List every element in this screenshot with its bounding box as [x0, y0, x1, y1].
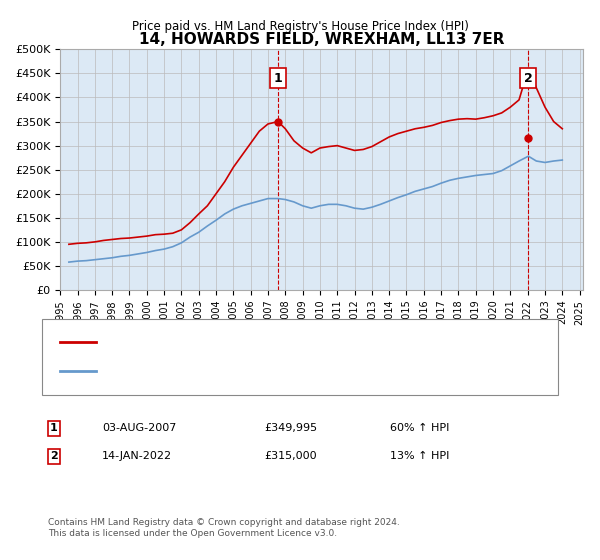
Text: £315,000: £315,000	[264, 451, 317, 461]
Text: 14-JAN-2022: 14-JAN-2022	[102, 451, 172, 461]
Text: Price paid vs. HM Land Registry's House Price Index (HPI): Price paid vs. HM Land Registry's House …	[131, 20, 469, 32]
Text: 1: 1	[274, 72, 283, 85]
Text: HPI: Average price, detached house, Wrexham: HPI: Average price, detached house, Wrex…	[108, 366, 350, 376]
Text: 13% ↑ HPI: 13% ↑ HPI	[390, 451, 449, 461]
Text: £349,995: £349,995	[264, 423, 317, 433]
Text: 14, HOWARDS FIELD, WREXHAM, LL13 7ER (detached house): 14, HOWARDS FIELD, WREXHAM, LL13 7ER (de…	[108, 337, 426, 347]
Text: 60% ↑ HPI: 60% ↑ HPI	[390, 423, 449, 433]
Text: 2: 2	[524, 72, 533, 85]
Title: 14, HOWARDS FIELD, WREXHAM, LL13 7ER: 14, HOWARDS FIELD, WREXHAM, LL13 7ER	[139, 32, 505, 47]
Text: 03-AUG-2007: 03-AUG-2007	[102, 423, 176, 433]
Text: 1: 1	[50, 423, 58, 433]
Text: Contains HM Land Registry data © Crown copyright and database right 2024.
This d: Contains HM Land Registry data © Crown c…	[48, 518, 400, 538]
Text: 2: 2	[50, 451, 58, 461]
